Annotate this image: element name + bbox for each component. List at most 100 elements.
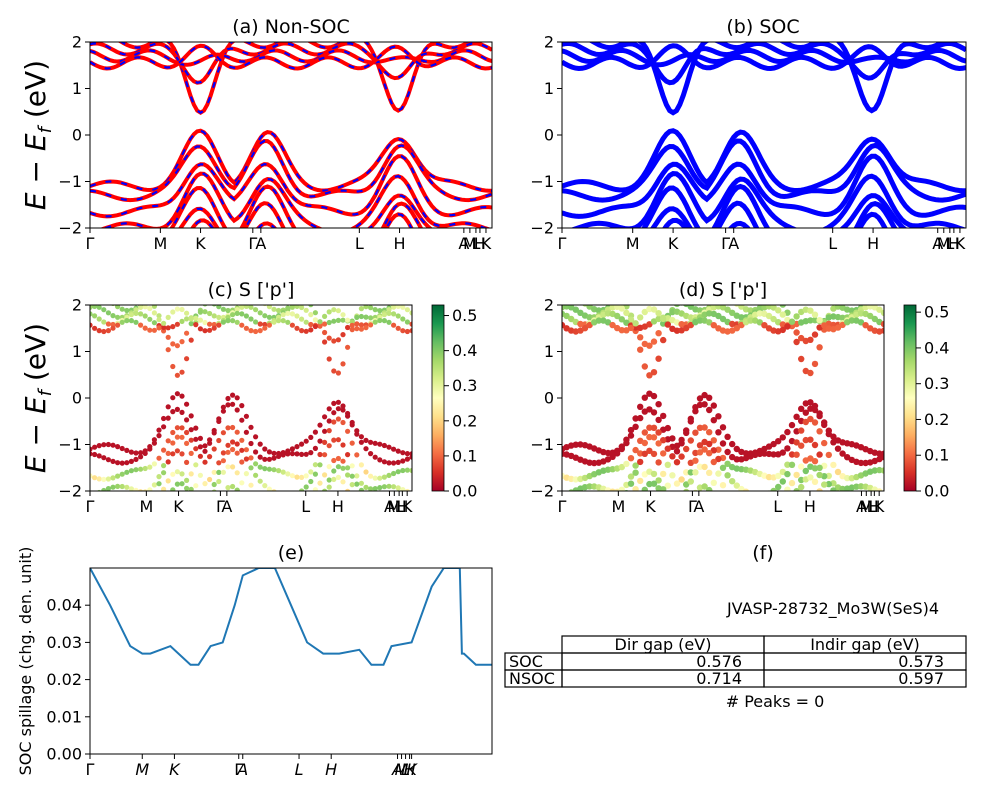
- projection-dot: [844, 474, 851, 482]
- projection-dot: [156, 474, 162, 480]
- projection-dot: [188, 450, 194, 456]
- projection-dot: [404, 456, 410, 462]
- x-tick-label: L: [773, 497, 782, 516]
- projection-dot: [161, 320, 167, 326]
- projection-dot: [609, 525, 615, 531]
- projection-dot: [391, 311, 397, 317]
- projection-dot: [101, 328, 107, 335]
- projection-dot: [743, 506, 749, 512]
- projection-dot: [267, 506, 272, 511]
- projection-dot: [719, 315, 727, 323]
- projection-dot: [779, 449, 786, 456]
- projection-dot: [179, 369, 185, 375]
- projection-dot: [816, 317, 823, 324]
- projection-dot: [363, 484, 369, 490]
- projection-dot: [257, 321, 263, 327]
- projection-dot: [326, 406, 332, 412]
- projection-dot: [184, 477, 190, 483]
- projection-dot: [386, 310, 392, 316]
- projection-dot: [743, 526, 749, 532]
- projection-dot: [619, 524, 625, 530]
- projection-dot: [188, 413, 194, 419]
- projection-dot: [248, 424, 254, 430]
- projection-dot: [239, 322, 245, 328]
- projection-dot: [849, 531, 855, 537]
- projection-dot: [400, 467, 406, 474]
- projection-dot: [784, 323, 791, 330]
- projection-dot: [780, 525, 786, 531]
- projection-dot: [312, 471, 318, 477]
- projection-dot: [623, 309, 630, 317]
- projection-dot: [257, 328, 263, 334]
- projection-dot: [322, 452, 328, 458]
- projection-dot: [220, 319, 226, 325]
- projection-dot: [761, 499, 767, 505]
- projection-dot: [664, 445, 671, 452]
- projection-dot: [289, 322, 295, 328]
- projection-dot: [253, 517, 258, 522]
- projection-dot: [156, 433, 162, 439]
- projection-dot: [683, 429, 690, 437]
- projection-dot: [294, 498, 299, 503]
- x-tick-label: A: [856, 497, 867, 516]
- projection-dot: [308, 434, 314, 440]
- projection-dot: [211, 321, 217, 328]
- projection-dot: [733, 325, 740, 332]
- projection-dot: [148, 305, 151, 306]
- projection-dot: [761, 533, 767, 539]
- projection-dot: [202, 448, 208, 454]
- projection-dot: [858, 528, 864, 534]
- projection-dot: [844, 496, 850, 502]
- projection-dot: [655, 401, 662, 408]
- projection-dot: [193, 315, 199, 321]
- projection-dot: [857, 483, 865, 490]
- projection-dot: [96, 443, 102, 449]
- projection-dot: [211, 313, 217, 319]
- projection-dot: [821, 481, 828, 488]
- projection-dot: [386, 319, 392, 325]
- projection-dot: [239, 459, 245, 465]
- y-tick-label: 1: [544, 342, 554, 361]
- projection-dot: [363, 437, 369, 443]
- panel-e-yticks: 0.04 0.03 0.02 0.01 0.00: [46, 596, 90, 764]
- projection-dot: [92, 313, 98, 319]
- projection-dot: [120, 528, 125, 533]
- projection-dot: [266, 456, 272, 462]
- projection-dot: [106, 298, 111, 303]
- projection-dot: [646, 406, 653, 413]
- projection-dot: [326, 477, 332, 483]
- projection-dot: [605, 506, 611, 512]
- projection-dot: [761, 512, 767, 518]
- projection-dot: [618, 445, 625, 453]
- projection-dot: [335, 399, 341, 405]
- projection-dot: [844, 532, 850, 538]
- projection-dot: [660, 493, 666, 499]
- projection-dot: [872, 525, 878, 531]
- projection-dot: [825, 472, 832, 480]
- projection-dot: [876, 526, 882, 532]
- projection-dot: [381, 442, 387, 449]
- projection-dot: [591, 503, 597, 509]
- projection-dot: [627, 480, 635, 487]
- projection-dot: [165, 478, 171, 484]
- projection-dot: [623, 460, 630, 468]
- spillage-line: [90, 568, 492, 666]
- y-tick-label: 0.02: [46, 670, 82, 689]
- projection-dot: [156, 455, 162, 461]
- projection-dot: [358, 322, 364, 328]
- projection-dot: [248, 328, 254, 334]
- projection-dot: [197, 472, 203, 478]
- panel-e-title: (e): [278, 542, 305, 564]
- projection-dot: [197, 309, 203, 315]
- x-tick-label: M: [387, 497, 401, 516]
- projection-dot: [156, 325, 162, 331]
- projection-dot: [719, 464, 727, 471]
- projection-dot: [834, 445, 842, 452]
- projection-dot: [373, 497, 378, 502]
- projection-dot: [770, 533, 776, 539]
- x-tick-label: L: [395, 497, 404, 516]
- projection-dot: [179, 306, 185, 313]
- projection-dot: [628, 494, 634, 500]
- projection-dot: [660, 412, 667, 420]
